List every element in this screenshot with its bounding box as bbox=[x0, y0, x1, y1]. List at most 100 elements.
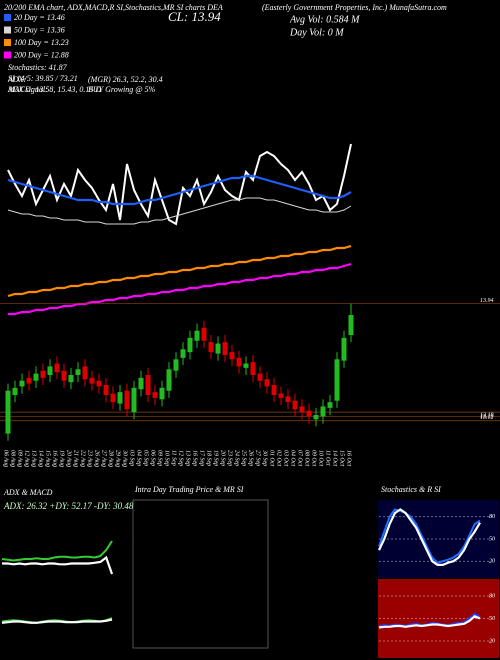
adx-signal-label: ADX signal: bbox=[7, 85, 48, 94]
x-tick-label: 26 Sep bbox=[248, 450, 254, 466]
series-line bbox=[378, 508, 481, 566]
x-tick-label: 20 Aug bbox=[66, 450, 72, 467]
x-tick-label: 10 Sep bbox=[164, 450, 170, 466]
title: 20/200 EMA chart, ADX,MACD,R SI,Stochast… bbox=[4, 3, 223, 12]
x-tick-label: 24 Sep bbox=[234, 450, 241, 466]
x-tick-label: 05 Sep bbox=[143, 450, 149, 466]
series-line bbox=[7, 244, 352, 298]
adx-value: (MGR) 26.3, 52.2, 30.4 bbox=[88, 75, 163, 84]
series-line bbox=[378, 612, 481, 628]
x-tick-label: 11 Sep bbox=[171, 450, 177, 466]
y-tick-label: 13.12 bbox=[480, 415, 494, 421]
legend-entry: 100 Day = 13.23 bbox=[14, 38, 69, 47]
panel-title: Intra Day Trading Price & MR SI bbox=[134, 485, 244, 494]
x-tick-label: 23 Sep bbox=[227, 450, 233, 466]
series-line bbox=[7, 197, 352, 225]
close-price: CL: 13.94 bbox=[168, 9, 221, 24]
x-tick-label: 25 Sep bbox=[241, 450, 247, 466]
stat: Stochastics: 41.87 bbox=[8, 63, 68, 72]
x-tick-label: 10 Oct bbox=[318, 450, 324, 466]
y-tick-label: 80 bbox=[489, 593, 495, 599]
subtitle: (Easterly Government Properties, Inc.) M… bbox=[262, 3, 447, 12]
adx-signal-value: BUY Growing @ 5% bbox=[88, 85, 156, 94]
x-tick-label: 27 Aug bbox=[101, 450, 107, 467]
y-tick-label: 13.18 bbox=[480, 413, 494, 419]
candle-body bbox=[12, 387, 18, 395]
legend-entry: 50 Day = 13.36 bbox=[14, 25, 65, 34]
x-tick-label: 01 Oct bbox=[269, 450, 275, 466]
legend-entry: 200 Day = 12.88 bbox=[14, 50, 69, 59]
candle-body bbox=[159, 387, 165, 400]
x-tick-label: 12 Sep bbox=[178, 450, 184, 466]
x-tick-label: 03 Oct bbox=[283, 450, 289, 466]
x-tick-label: 15 Aug bbox=[45, 450, 51, 467]
candle-body bbox=[75, 369, 81, 375]
candle-body bbox=[124, 390, 130, 410]
series-line bbox=[378, 615, 481, 629]
candle-body bbox=[173, 359, 179, 371]
x-tick-label: 03 Sep bbox=[129, 450, 135, 466]
candle-body bbox=[54, 363, 60, 373]
candle-body bbox=[187, 337, 193, 353]
candle-body bbox=[236, 357, 242, 367]
intraday-box bbox=[132, 499, 269, 649]
x-tick-label: 09 Oct bbox=[311, 450, 317, 466]
y-tick-label: 50 bbox=[489, 616, 495, 622]
candle-body bbox=[33, 373, 39, 381]
x-tick-label: 30 Sep bbox=[262, 449, 268, 466]
candle-body bbox=[19, 380, 25, 387]
candle-body bbox=[194, 330, 200, 341]
x-tick-label: 06 Aug bbox=[3, 450, 9, 467]
candle-body bbox=[138, 377, 144, 390]
candle-body bbox=[320, 406, 326, 417]
x-tick-label: 22 Aug bbox=[80, 450, 86, 467]
candle-body bbox=[103, 385, 109, 395]
avg-vol: Avg Vol: 0.584 M bbox=[289, 14, 360, 25]
candle-body bbox=[47, 366, 53, 375]
stat: MACD: 13.58, 15.43, 0.15 D bbox=[7, 85, 101, 94]
candle-body bbox=[166, 369, 172, 391]
candle-body bbox=[292, 400, 298, 410]
stat: SI 14/5: 39.85 / 73.21 bbox=[8, 74, 78, 83]
panel-annotation: ADX: 26.32 +DY: 52.17 -DY: 30.48 bbox=[3, 501, 134, 511]
y-tick-label: 20 bbox=[489, 638, 495, 644]
x-tick-label: 16 Oct bbox=[346, 450, 352, 466]
series-line bbox=[2, 555, 114, 575]
y-tick-label: 13.15 bbox=[480, 414, 494, 420]
candle-body bbox=[68, 375, 74, 383]
x-tick-label: 20 Sep bbox=[220, 450, 226, 466]
x-tick-label: 04 Oct bbox=[290, 450, 297, 466]
panel-title: Stochastics & R SI bbox=[381, 485, 441, 494]
candle-body bbox=[82, 366, 88, 380]
x-tick-label: 28 Aug bbox=[108, 450, 114, 467]
candle-body bbox=[222, 342, 228, 355]
x-tick-label: 18 Sep bbox=[206, 450, 212, 466]
candle-body bbox=[215, 343, 221, 354]
candle-body bbox=[313, 415, 319, 420]
candle-body bbox=[278, 393, 284, 398]
candle-body bbox=[327, 402, 333, 408]
x-tick-label: 04 Sep bbox=[136, 450, 143, 466]
candle-body bbox=[341, 337, 347, 361]
candle-body bbox=[40, 370, 46, 378]
x-tick-label: 07 Oct bbox=[297, 450, 303, 466]
x-tick-label: 19 Sep bbox=[213, 450, 219, 466]
candle-body bbox=[299, 406, 305, 413]
candle-body bbox=[201, 327, 207, 341]
x-tick-label: 23 Aug bbox=[87, 450, 93, 467]
candle-body bbox=[229, 352, 235, 360]
candle-body bbox=[306, 410, 312, 417]
candle-body bbox=[250, 362, 256, 375]
day-vol: Day Vol: 0 M bbox=[289, 27, 344, 38]
x-tick-label: 08 Aug bbox=[10, 450, 16, 467]
candle-body bbox=[264, 379, 270, 387]
legend-entry: 20 Day = 13.46 bbox=[14, 13, 65, 22]
x-tick-label: 15 Oct bbox=[339, 450, 345, 466]
x-tick-label: 21 Aug bbox=[73, 450, 79, 467]
x-tick-label: 30 Aug bbox=[122, 449, 128, 467]
candle-body bbox=[152, 392, 158, 398]
x-tick-label: 29 Aug bbox=[115, 450, 121, 467]
candle-body bbox=[61, 370, 67, 381]
x-tick-label: 11 Oct bbox=[325, 450, 331, 466]
series-line bbox=[8, 262, 352, 316]
